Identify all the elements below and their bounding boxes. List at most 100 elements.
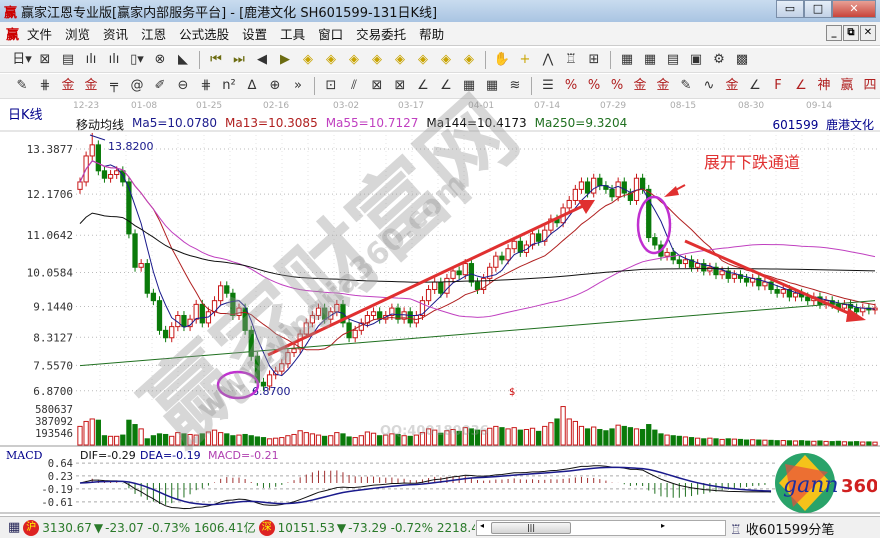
volume-bar xyxy=(266,438,273,446)
scroll-thumb[interactable]: ||| xyxy=(491,522,571,534)
gold-line-icon[interactable]: 金 xyxy=(656,78,670,93)
more-icon[interactable]: » xyxy=(294,78,302,93)
macd-tick-label: 0.23 xyxy=(48,471,73,483)
volume-bar xyxy=(389,433,395,446)
zoom-right-icon[interactable]: ◈ xyxy=(326,52,336,67)
volume-bar xyxy=(786,440,793,446)
period-select-icon[interactable]: 日▾ xyxy=(12,52,32,67)
move-icon[interactable]: ◈ xyxy=(418,52,428,67)
scroll-right-icon[interactable]: ▸ xyxy=(660,521,665,530)
calc-icon[interactable]: ▦ xyxy=(643,52,657,67)
mdi-minimize-button[interactable]: _ xyxy=(826,25,842,41)
angle3-icon[interactable]: ∠ xyxy=(749,78,761,93)
menu-file[interactable]: 文件 xyxy=(27,27,53,42)
chart9-icon[interactable]: ılı xyxy=(108,52,120,67)
gold1-icon[interactable]: 金 xyxy=(61,78,75,93)
n2-icon[interactable]: n² xyxy=(222,78,236,93)
hand-icon[interactable]: ✋ xyxy=(493,52,511,67)
date-tick: 08-30 xyxy=(738,101,765,111)
square2-icon[interactable]: ▦ xyxy=(485,78,499,93)
gold-angle-icon[interactable]: ∠ xyxy=(795,78,807,93)
close-button[interactable]: ✕ xyxy=(832,0,876,18)
tool-icon[interactable]: ⚙ xyxy=(713,52,725,67)
ruler-icon[interactable]: ☰ xyxy=(542,78,554,93)
mdi-restore-button[interactable]: ⧉ xyxy=(843,25,859,41)
percent-icon[interactable]: % xyxy=(587,78,601,93)
maximize-button[interactable]: □ xyxy=(804,0,832,18)
zoom8-icon[interactable]: ◈ xyxy=(464,52,474,67)
menu-browse[interactable]: 浏览 xyxy=(65,27,91,42)
horizontal-scrollbar[interactable]: ◂ ||| ▸ xyxy=(476,520,726,536)
mdi-close-button[interactable]: ✕ xyxy=(860,25,876,41)
candle-body xyxy=(646,188,652,239)
circle-icon[interactable]: ⊖ xyxy=(177,78,189,93)
lines-icon[interactable]: ≋ xyxy=(509,78,521,93)
gann-icon[interactable]: ⊗ xyxy=(154,52,166,67)
angle-icon[interactable]: ∠ xyxy=(417,78,429,93)
shrink-icon[interactable]: ◈ xyxy=(372,52,382,67)
doc-icon[interactable]: ▤ xyxy=(666,52,680,67)
calendar-icon[interactable]: ▦ xyxy=(8,520,21,535)
gold2-icon[interactable]: 金 xyxy=(84,78,98,93)
parallel-icon[interactable]: ⋕ xyxy=(39,78,51,93)
zoom7-icon[interactable]: ◈ xyxy=(441,52,451,67)
menu-tools[interactable]: 工具 xyxy=(280,27,306,42)
menu-formula[interactable]: 公式选股 xyxy=(179,27,230,42)
gann-box-icon[interactable]: ⊠ xyxy=(371,78,383,93)
wave-icon[interactable]: ∿ xyxy=(703,78,715,93)
target-icon[interactable]: ⊕ xyxy=(269,78,281,93)
shen-icon[interactable]: 神 xyxy=(817,78,831,93)
fib-icon[interactable]: ╤ xyxy=(110,78,118,93)
info-icon[interactable]: ▤ xyxy=(61,52,75,67)
chart3-icon[interactable]: ılı xyxy=(85,52,97,67)
shirt-icon[interactable]: ♖ xyxy=(565,52,577,67)
menu-trade[interactable]: 交易委托 xyxy=(356,27,407,42)
gann-grid-icon[interactable]: ⊠ xyxy=(394,78,406,93)
gold3-icon[interactable]: 金 xyxy=(725,78,739,93)
grid-icon[interactable]: ⋕ xyxy=(200,78,212,93)
minimize-button[interactable]: ▭ xyxy=(776,0,804,18)
box-icon[interactable]: ⊡ xyxy=(325,78,337,93)
ying-icon[interactable]: 赢 xyxy=(840,78,854,93)
print-icon[interactable]: ▩ xyxy=(735,52,749,67)
four-icon[interactable]: 四 xyxy=(863,78,877,93)
menu-settings[interactable]: 设置 xyxy=(242,27,268,42)
square-icon[interactable]: ▦ xyxy=(462,78,476,93)
candle-body xyxy=(236,307,242,316)
menu-news[interactable]: 资讯 xyxy=(103,27,129,42)
menu-window[interactable]: 窗口 xyxy=(318,27,344,42)
percent-line-icon[interactable]: % xyxy=(564,78,578,93)
angle2-icon[interactable]: ∠ xyxy=(440,78,452,93)
gold-circle-icon[interactable]: 金 xyxy=(633,78,647,93)
next-icon[interactable]: ▶ xyxy=(280,52,290,67)
candle-body xyxy=(529,233,536,246)
pen-icon[interactable]: ✎ xyxy=(16,78,28,93)
zoom-left-icon[interactable]: ◈ xyxy=(303,52,313,67)
f-angle-icon[interactable]: F xyxy=(774,78,782,93)
brush-icon[interactable]: ✐ xyxy=(154,78,166,93)
fan-icon[interactable]: ∆ xyxy=(247,78,257,93)
save-icon[interactable]: ▣ xyxy=(689,52,703,67)
volume-bar xyxy=(242,433,248,446)
volume-bar xyxy=(89,418,95,446)
expand-icon[interactable]: ◈ xyxy=(349,52,359,67)
spiral-icon[interactable]: @ xyxy=(130,78,144,93)
kline-icon[interactable]: ⊠ xyxy=(39,52,51,67)
cross-icon[interactable]: ◈ xyxy=(395,52,405,67)
draw-icon[interactable]: ⋀ xyxy=(542,52,554,67)
last-icon[interactable]: ⏭ xyxy=(233,52,245,67)
fan-lines-icon[interactable]: ⫽ xyxy=(351,78,357,93)
calendar-icon[interactable]: ▦ xyxy=(620,52,634,67)
menu-help[interactable]: 帮助 xyxy=(419,27,445,42)
prev-icon[interactable]: ◀ xyxy=(257,52,267,67)
flag-icon[interactable]: ◣ xyxy=(178,52,188,67)
menu-gann[interactable]: 江恩 xyxy=(141,27,167,42)
pen2-icon[interactable]: ✎ xyxy=(680,78,692,93)
scroll-left-icon[interactable]: ◂ xyxy=(480,521,485,530)
num-icon[interactable]: ⊞ xyxy=(588,52,600,67)
crosshair-icon[interactable]: + xyxy=(519,52,531,67)
candle-icon[interactable]: ▯▾ xyxy=(130,52,144,67)
first-icon[interactable]: ⏮ xyxy=(210,52,222,67)
percent2-icon[interactable]: % xyxy=(610,78,624,93)
